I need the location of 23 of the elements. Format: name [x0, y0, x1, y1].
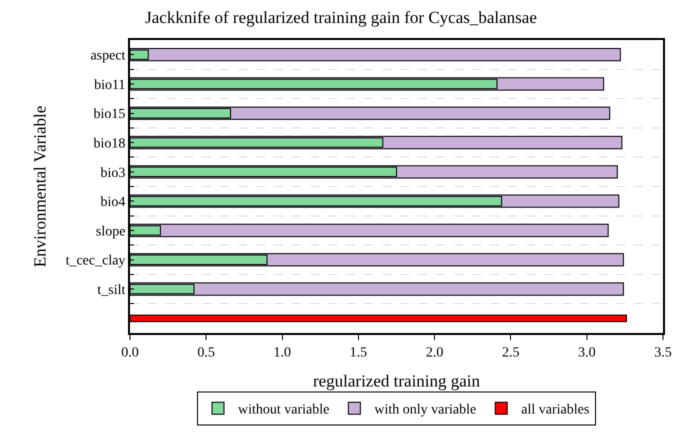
- x-tick-label: 2.0: [426, 346, 444, 361]
- y-tick-label: t_silt: [97, 282, 126, 298]
- y-tick-label: bio11: [94, 78, 126, 93]
- legend-label: with only variable: [374, 402, 476, 418]
- chart-title: Jackknife of regularized training gain for Cycas_balansae: [145, 8, 537, 27]
- x-tick-label: 3.5: [654, 346, 672, 361]
- y-tick-label: aspect: [90, 48, 126, 64]
- legend-label: without variable: [238, 402, 330, 418]
- y-tick-label: slope: [96, 224, 126, 240]
- y-tick-label: t_cec_clay: [66, 254, 126, 269]
- y-tick-label: bio18: [94, 136, 126, 152]
- x-tick-label: 3.0: [578, 346, 596, 361]
- x-tick-label: 0.0: [121, 346, 139, 361]
- x-tick-label: 2.5: [502, 346, 520, 361]
- x-axis-title: regularized training gain: [312, 371, 481, 390]
- y-axis-title: Environmental Variable: [30, 106, 50, 268]
- x-tick-label: 0.5: [197, 346, 215, 361]
- y-tick-label: bio3: [100, 166, 126, 181]
- x-tick-label: 1.5: [350, 346, 368, 361]
- x-tick-label: 1.0: [274, 346, 292, 361]
- y-tick-label: bio15: [94, 107, 126, 122]
- legend-label: all variables: [521, 402, 590, 418]
- y-tick-label: bio4: [100, 195, 126, 210]
